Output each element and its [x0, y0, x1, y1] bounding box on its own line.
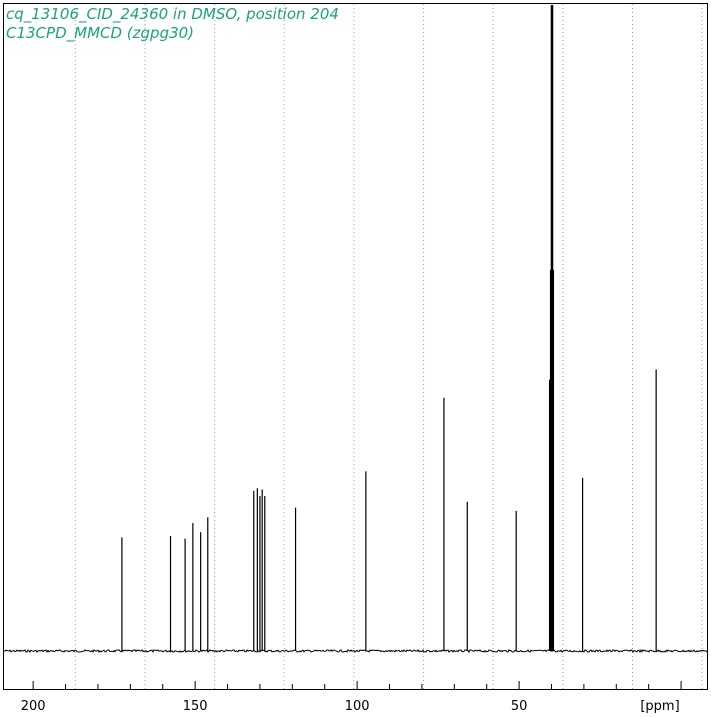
spectrum-baseline — [3, 649, 708, 654]
x-axis-ticks — [32, 681, 682, 689]
x-tick-label: 50 — [511, 699, 528, 714]
x-tick-label: 100 — [345, 699, 370, 714]
chart-subtitle: C13CPD_MMCD (zgpg30) — [6, 24, 195, 42]
grid-lines — [74, 4, 703, 689]
x-tick-label: 200 — [21, 699, 46, 714]
x-axis-label: [ppm] — [640, 699, 679, 714]
chart-title: cq_13106_CID_24360 in DMSO, position 204 — [6, 5, 339, 23]
plot-frame — [3, 3, 708, 690]
spectrum-peaks — [121, 5, 657, 651]
x-axis-tick-labels: 200 150 100 50 — [21, 699, 528, 714]
x-tick-label: 150 — [183, 699, 208, 714]
